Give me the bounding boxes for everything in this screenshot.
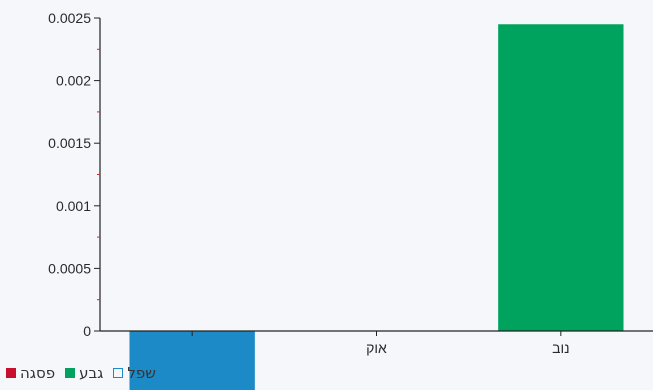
y-tick-label: 0.0015 xyxy=(48,135,91,151)
y-tick-label: 0.0005 xyxy=(48,260,91,276)
x-tick-label: נוב xyxy=(552,340,569,356)
legend-item-peak[interactable]: פסגה xyxy=(6,364,55,382)
legend-swatch-trough xyxy=(113,368,124,378)
legend-item-ridge[interactable]: גבע xyxy=(65,364,103,382)
y-tick-label: 0 xyxy=(83,323,91,339)
legend-label-trough: שפל xyxy=(127,364,156,382)
y-tick-label: 0.0025 xyxy=(48,10,91,26)
bar[interactable] xyxy=(498,24,624,331)
legend-item-trough[interactable]: שפל xyxy=(113,364,156,382)
y-tick-label: 0.002 xyxy=(56,73,91,89)
y-tick-label: 0.001 xyxy=(56,198,91,214)
legend-swatch-peak xyxy=(6,368,16,378)
legend: פסגה גבע שפל xyxy=(6,364,156,382)
legend-label-peak: פסגה xyxy=(20,364,56,382)
bar[interactable] xyxy=(129,331,255,390)
legend-swatch-ridge xyxy=(65,368,76,378)
legend-label-ridge: גבע xyxy=(79,364,104,382)
x-tick-label: אוק xyxy=(366,340,387,356)
